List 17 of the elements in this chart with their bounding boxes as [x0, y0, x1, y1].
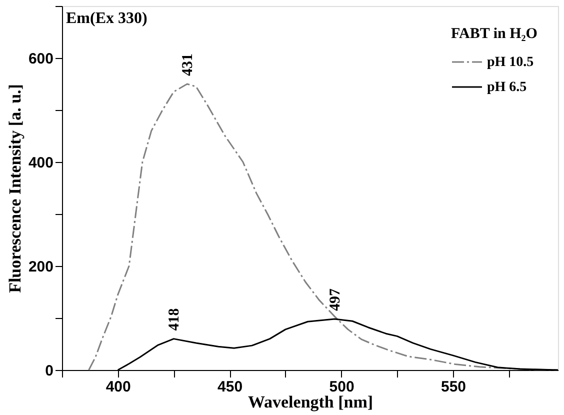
annotation: 497	[328, 288, 344, 312]
y-tick-label: 200	[28, 258, 54, 276]
x-tick-label: 450	[218, 378, 243, 396]
x-tick-label: 400	[106, 378, 131, 396]
y-axis-title: Fluorescence Intensity [a. u.]	[5, 84, 24, 293]
x-tick-label: 500	[329, 378, 354, 396]
x-axis-title: Wavelength [nm]	[248, 392, 374, 412]
annotation: 418	[166, 308, 183, 331]
y-tick-label: 0	[45, 362, 54, 380]
y-tick-label: 600	[28, 50, 54, 68]
annotation: 431	[180, 54, 196, 76]
legend-label: pH 6.5	[487, 80, 527, 95]
annotation: Em(Ex 330)	[66, 10, 148, 27]
y-tick-label: 400	[28, 154, 54, 172]
legend-label: pH 10.5	[487, 55, 534, 70]
x-tick-label: 550	[440, 378, 466, 396]
legend-title: FABT in H₂O	[451, 26, 538, 42]
